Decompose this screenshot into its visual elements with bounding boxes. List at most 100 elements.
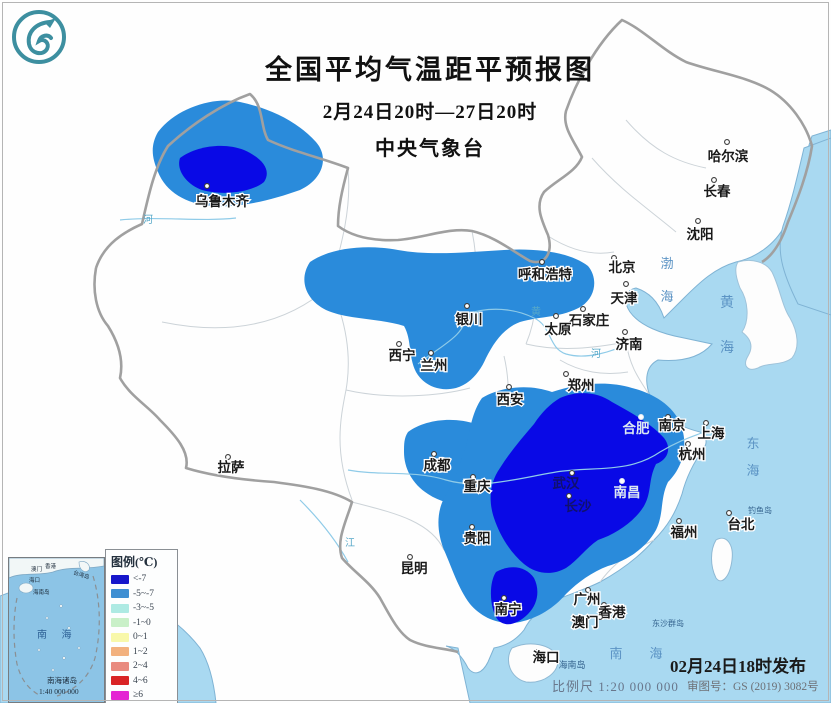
city-dot — [396, 341, 402, 347]
city-label: 香港 — [598, 604, 627, 620]
city-dot — [204, 183, 210, 189]
issuing-agency: 中央气象台 — [375, 138, 485, 160]
legend-swatch — [111, 618, 129, 628]
city-dot — [685, 441, 691, 447]
city-dot — [464, 303, 470, 309]
sea-name-label: 渤海 — [660, 256, 673, 304]
city-dot — [501, 595, 507, 601]
inset-scale-label: 1:40 000 000 — [39, 687, 79, 696]
city-label: 乌鲁木齐 — [195, 193, 249, 209]
city-dot — [724, 139, 730, 145]
city-dot — [703, 420, 709, 426]
city-dot — [622, 329, 628, 335]
city-dot — [225, 454, 231, 460]
city-dot — [431, 451, 437, 457]
city-dot — [665, 414, 671, 420]
city-label: 合肥 — [623, 420, 651, 436]
hainan-island — [508, 643, 559, 683]
legend-label: <-7 — [133, 574, 147, 585]
city-label: 昆明 — [401, 561, 428, 576]
river-name-label: 河 — [591, 348, 601, 360]
legend-label: -1~0 — [133, 617, 151, 628]
approval-number-text: 审图号：GS (2019) 3082号 — [687, 681, 819, 693]
city-label: 呼和浩特 — [518, 266, 572, 282]
taiwan-island — [711, 537, 733, 582]
city-dot — [597, 614, 603, 620]
city-dot — [535, 649, 541, 655]
city-dot — [585, 587, 591, 593]
legend-swatch — [111, 661, 129, 671]
city-label: 广州 — [574, 591, 601, 607]
release-time-text: 02月24日18时发布 — [670, 657, 806, 676]
city-label: 北京 — [609, 259, 636, 275]
city-label: 台北 — [728, 516, 756, 532]
city-label: 福州 — [670, 524, 698, 540]
city-dot — [470, 474, 476, 480]
legend-title: 图例(℃) — [111, 555, 158, 569]
legend-label: 0~1 — [133, 632, 148, 643]
river-name-label: 河 — [143, 214, 153, 226]
city-dot — [569, 470, 575, 476]
anomaly-dark-regions — [179, 145, 669, 625]
city-dot — [601, 602, 607, 608]
city-label: 成都 — [424, 457, 451, 473]
legend-swatch — [111, 690, 129, 700]
city-label: 兰州 — [421, 357, 448, 373]
island-name-label: 钓鱼岛 — [748, 505, 772, 515]
city-label: 西宁 — [389, 347, 416, 363]
page-title: 全国平均气温距平预报图 — [265, 55, 595, 85]
city-dot — [563, 371, 569, 377]
sea-name-label: 南海 — [609, 646, 662, 661]
sea-japan — [779, 137, 831, 316]
city-dot — [428, 350, 434, 356]
city-dot — [553, 313, 559, 319]
city-dot — [611, 255, 617, 261]
legend-box: 图例(℃) <-7 -5~-7 -3~-5 -1~0 0~1 1~2 2~4 4~6 ≥6 — [105, 549, 178, 703]
city-label: 南昌 — [614, 484, 641, 500]
legend-swatch — [111, 632, 129, 642]
city-label: 太原 — [545, 321, 573, 337]
legend-label: ≥6 — [133, 690, 143, 701]
city-label: 澳门 — [572, 614, 599, 630]
river-name-label: 江 — [345, 537, 355, 549]
city-label: 拉萨 — [218, 459, 245, 475]
inset-macau-label: 澳门 — [31, 565, 42, 573]
island-name-label: 东沙群岛 — [652, 618, 684, 628]
river-name-label: 黄 — [531, 305, 541, 318]
legend-label: 2~4 — [133, 661, 148, 672]
south-china-sea-inset: 澳门 香港 台湾岛 海口 海南岛 南 海 南海诸岛 1:40 000 000 — [8, 557, 105, 703]
legend-swatch — [111, 676, 129, 686]
legend-item: 0~1 — [111, 630, 175, 645]
city-label: 杭州 — [679, 446, 706, 462]
inset-map-canvas: 澳门 香港 台湾岛 海口 海南岛 南 海 南海诸岛 1:40 000 000 — [9, 558, 104, 702]
city-label: 郑州 — [568, 377, 595, 393]
city-dot — [676, 518, 682, 524]
city-dot — [711, 177, 717, 183]
inset-islands-label: 南海诸岛 — [47, 675, 77, 685]
city-dot — [539, 259, 545, 265]
legend-item: 1~2 — [111, 645, 175, 660]
legend-label: -3~-5 — [133, 603, 154, 614]
city-label: 长春 — [704, 183, 732, 199]
city-label: 长沙 — [565, 498, 593, 514]
city-label: 银川 — [456, 311, 483, 327]
legend-item: 4~6 — [111, 674, 175, 689]
inset-haikou-label: 海口 — [29, 576, 40, 584]
inset-hainan-label: 海南岛 — [33, 588, 50, 596]
city-dot — [638, 414, 644, 420]
city-label: 西安 — [497, 391, 524, 407]
city-dot — [566, 493, 572, 499]
legend-item: ≥6 — [111, 688, 175, 703]
city-dot — [726, 510, 732, 516]
rivers — [119, 217, 705, 563]
legend-label: -5~-7 — [133, 588, 154, 599]
city-dot — [619, 478, 625, 484]
legend-item: -5~-7 — [111, 587, 175, 602]
legend-item: -1~0 — [111, 616, 175, 631]
city-dot — [623, 281, 629, 287]
legend-items: <-7 -5~-7 -3~-5 -1~0 0~1 1~2 2~4 4~6 ≥6 — [111, 572, 175, 703]
city-label: 天津 — [611, 290, 639, 306]
title-block: 全国平均气温距平预报图 2月24日20时—27日20时 中央气象台 — [225, 48, 635, 161]
city-label: 贵阳 — [464, 530, 491, 546]
city-label: 重庆 — [464, 478, 491, 494]
